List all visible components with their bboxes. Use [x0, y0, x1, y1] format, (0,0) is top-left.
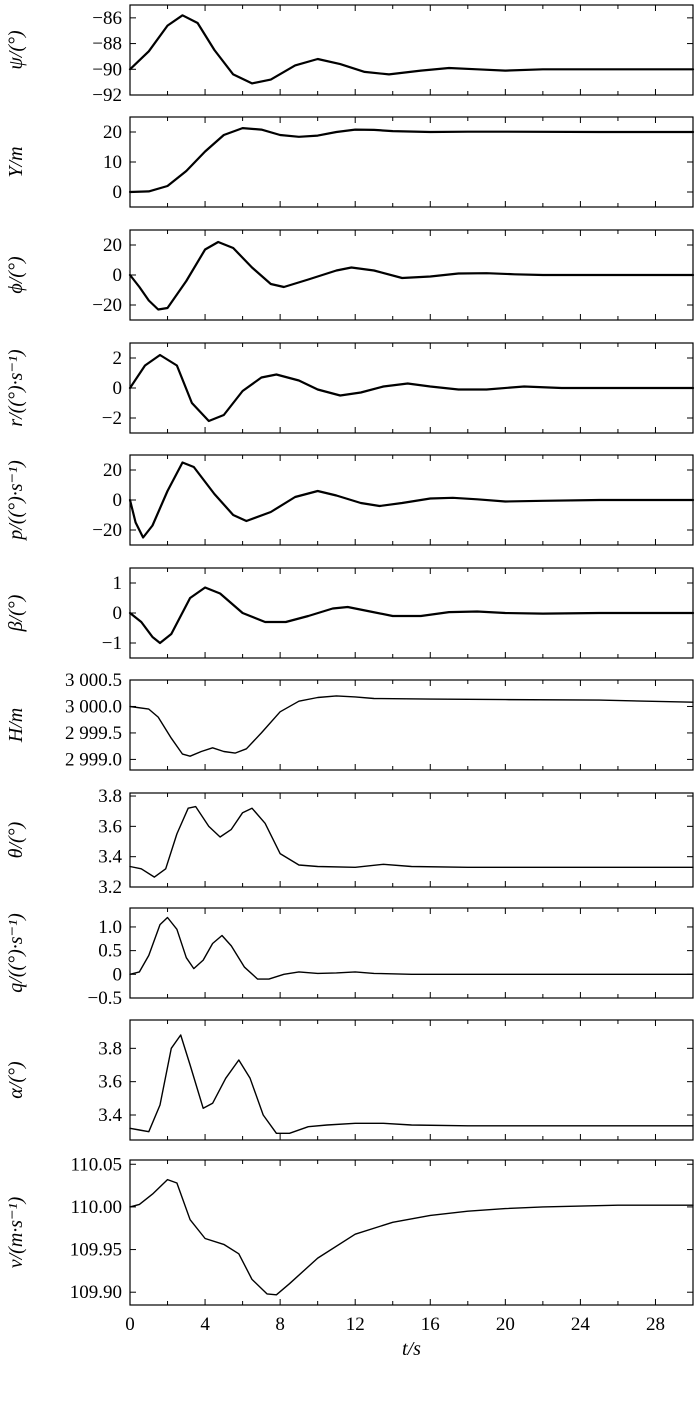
x-tick-label: 16 [421, 1314, 440, 1335]
y-tick-label: 109.95 [70, 1240, 122, 1261]
y-tick-label: 3 000.0 [65, 696, 122, 717]
y-tick-label: −2 [102, 408, 122, 429]
series-line-9-0 [130, 1035, 693, 1133]
y-axis-label: ϕ/(°) [5, 256, 27, 294]
y-tick-label: −86 [92, 8, 122, 29]
y-tick-label: −92 [92, 85, 122, 106]
x-tick-label: 24 [571, 1314, 591, 1335]
y-tick-label: 110.05 [70, 1154, 122, 1175]
plot-frame-8 [130, 908, 693, 998]
series-line-10-0 [130, 1180, 693, 1295]
x-tick-label: 12 [346, 1314, 365, 1335]
y-axis-label: p/((°)·s⁻¹) [5, 460, 27, 542]
y-tick-label: 109.90 [70, 1282, 122, 1303]
y-axis-label: q/((°)·s⁻¹) [5, 913, 27, 993]
y-tick-label: 0 [113, 964, 123, 985]
y-tick-label: −20 [92, 520, 122, 541]
y-tick-label: 3.8 [98, 786, 122, 807]
series-line-1-0 [130, 128, 693, 192]
y-axis-label: θ/(°) [5, 821, 27, 858]
y-axis-label: Y/m [5, 146, 27, 177]
y-axis-label: ψ/(°) [5, 30, 27, 70]
y-tick-label: 3.6 [98, 1072, 122, 1093]
y-tick-label: 3.6 [98, 816, 122, 837]
y-tick-label: 20 [103, 460, 122, 481]
y-axis-label: v/(m·s⁻¹) [5, 1196, 27, 1268]
y-tick-label: 3 000.5 [65, 670, 122, 691]
series-line-4-0 [130, 463, 693, 538]
series-line-2-0 [130, 242, 693, 310]
plot-frame-9 [130, 1020, 693, 1140]
plot-frame-6 [130, 680, 693, 770]
y-tick-label: 0 [113, 265, 123, 286]
y-tick-label: 20 [103, 235, 122, 256]
y-tick-label: 0 [113, 378, 123, 399]
y-tick-label: −0.5 [88, 988, 122, 1009]
y-tick-label: 1 [113, 573, 123, 594]
y-tick-label: −1 [102, 633, 122, 654]
y-tick-label: 2 999.0 [65, 749, 122, 770]
y-tick-label: 0 [113, 182, 123, 203]
x-tick-label: 8 [275, 1314, 285, 1335]
plot-frame-10 [130, 1160, 693, 1305]
x-tick-label: 20 [496, 1314, 515, 1335]
x-axis-label: t/s [402, 1338, 421, 1360]
y-tick-label: 10 [103, 152, 122, 173]
y-axis-label: r/((°)·s⁻¹) [5, 349, 27, 427]
y-tick-label: −88 [92, 34, 122, 55]
y-tick-label: −20 [92, 295, 122, 316]
y-tick-label: 0 [113, 603, 123, 624]
y-tick-label: 1.0 [98, 917, 122, 938]
y-axis-label: H/m [5, 708, 27, 743]
y-tick-label: 0 [113, 490, 123, 511]
x-tick-label: 28 [646, 1314, 665, 1335]
y-tick-label: 2 999.5 [65, 723, 122, 744]
series-line-8-0 [130, 918, 693, 980]
series-line-6-0 [130, 696, 693, 756]
y-axis-label: β/(°) [5, 594, 27, 632]
x-tick-label: 0 [125, 1314, 135, 1335]
y-tick-label: 0.5 [98, 941, 122, 962]
series-line-7-0 [130, 807, 693, 878]
y-tick-label: 3.2 [98, 877, 122, 898]
y-tick-label: 3.8 [98, 1038, 122, 1059]
y-tick-label: 3.4 [98, 847, 122, 868]
plot-frame-7 [130, 793, 693, 887]
series-line-0-0 [130, 15, 693, 83]
x-tick-label: 4 [200, 1314, 210, 1335]
y-tick-label: 2 [113, 348, 123, 369]
y-axis-label: α/(°) [5, 1061, 27, 1099]
series-line-5-0 [130, 588, 693, 644]
y-tick-label: 20 [103, 122, 122, 143]
series-line-3-0 [130, 355, 693, 421]
y-tick-label: 110.00 [70, 1197, 122, 1218]
y-tick-label: 3.4 [98, 1105, 122, 1126]
y-tick-label: −90 [92, 59, 122, 80]
